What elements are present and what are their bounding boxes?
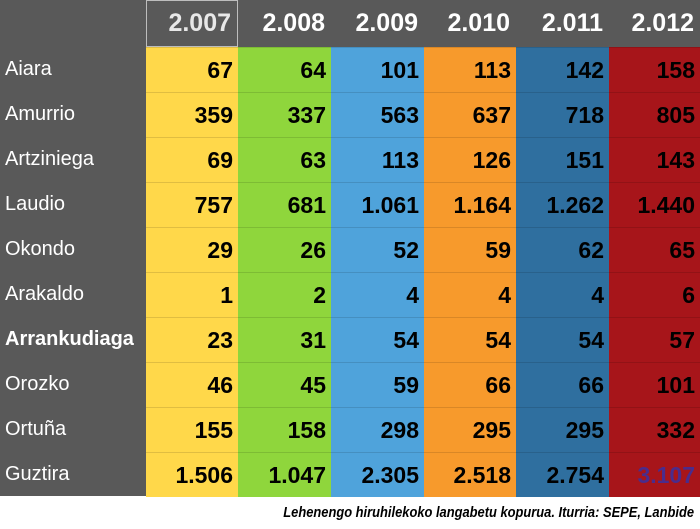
table-cell: 23 xyxy=(146,317,238,362)
table-cell: 757 xyxy=(146,182,238,227)
table-cell: 637 xyxy=(424,92,516,137)
table-cell: 2 xyxy=(238,272,331,317)
table-cell: 66 xyxy=(516,362,609,407)
row-label: Artziniega xyxy=(5,148,94,170)
table-cell: 158 xyxy=(238,407,331,452)
table-cell: 4 xyxy=(516,272,609,317)
table-cell: 59 xyxy=(424,227,516,272)
row-label: Orozko xyxy=(5,373,70,395)
table-cell: 29 xyxy=(146,227,238,272)
table-cell: 1.061 xyxy=(331,182,424,227)
table-cell: 3.107 xyxy=(609,452,700,497)
table-cell: 295 xyxy=(516,407,609,452)
table-cell: 101 xyxy=(331,47,424,92)
row-label: Okondo xyxy=(5,238,76,260)
table-cell: 1.506 xyxy=(146,452,238,497)
table-cell: 1.262 xyxy=(516,182,609,227)
table-cell: 65 xyxy=(609,227,700,272)
table-cell: 563 xyxy=(331,92,424,137)
table-cell: 54 xyxy=(424,317,516,362)
table-cell: 62 xyxy=(516,227,609,272)
table-cell: 52 xyxy=(331,227,424,272)
table-cell: 69 xyxy=(146,137,238,182)
row-label: Laudio xyxy=(5,193,66,215)
column-header-4: 2.011 xyxy=(541,9,603,37)
table-cell: 54 xyxy=(331,317,424,362)
table-cell: 54 xyxy=(516,317,609,362)
table-cell: 59 xyxy=(331,362,424,407)
table-cell: 45 xyxy=(238,362,331,407)
table-cell: 26 xyxy=(238,227,331,272)
table-cell: 332 xyxy=(609,407,700,452)
table-cell: 101 xyxy=(609,362,700,407)
row-label: Ortuña xyxy=(5,418,67,440)
table-cell: 57 xyxy=(609,317,700,362)
table-cell: 805 xyxy=(609,92,700,137)
table-cell: 4 xyxy=(424,272,516,317)
table-cell: 359 xyxy=(146,92,238,137)
table-cell: 31 xyxy=(238,317,331,362)
table-cell: 1.047 xyxy=(238,452,331,497)
table-cell: 1.440 xyxy=(609,182,700,227)
header-corner xyxy=(0,0,146,47)
table-cell: 337 xyxy=(238,92,331,137)
table-cell: 4 xyxy=(331,272,424,317)
table-cell: 295 xyxy=(424,407,516,452)
table-cell: 64 xyxy=(238,47,331,92)
table-cell: 66 xyxy=(424,362,516,407)
table-cell: 681 xyxy=(238,182,331,227)
table-cell: 2.518 xyxy=(424,452,516,497)
table-cell: 158 xyxy=(609,47,700,92)
table-cell: 63 xyxy=(238,137,331,182)
table-cell: 113 xyxy=(331,137,424,182)
table-cell: 155 xyxy=(146,407,238,452)
column-header-5: 2.012 xyxy=(631,9,694,37)
table-cell: 298 xyxy=(331,407,424,452)
table-cell: 151 xyxy=(516,137,609,182)
row-label: Amurrio xyxy=(5,103,76,125)
table-caption: Lehenengo hiruhilekoko langabetu kopurua… xyxy=(283,504,694,521)
table-cell: 2.305 xyxy=(331,452,424,497)
table-cell: 46 xyxy=(146,362,238,407)
column-header-3: 2.010 xyxy=(447,9,510,37)
table-cell: 142 xyxy=(516,47,609,92)
row-label: Aiara xyxy=(5,58,52,80)
column-header-2: 2.009 xyxy=(355,9,418,37)
table-cell: 718 xyxy=(516,92,609,137)
table-cell: 126 xyxy=(424,137,516,182)
row-label: Arakaldo xyxy=(5,283,84,305)
table-cell: 1 xyxy=(146,272,238,317)
table-cell: 67 xyxy=(146,47,238,92)
unemployment-table: 2.007 2.008 2.009 2.010 2.011 2.012 Aiara 67 64 1… xyxy=(0,0,700,497)
column-header-0: 2.007 xyxy=(146,0,238,47)
table-cell: 2.754 xyxy=(516,452,609,497)
table-cell: 143 xyxy=(609,137,700,182)
column-header-1: 2.008 xyxy=(262,9,325,37)
table-cell: 6 xyxy=(609,272,700,317)
table-cell: 113 xyxy=(424,47,516,92)
row-label: Guztira xyxy=(5,463,70,485)
row-label: Arrankudiaga xyxy=(5,328,134,350)
table-cell: 1.164 xyxy=(424,182,516,227)
